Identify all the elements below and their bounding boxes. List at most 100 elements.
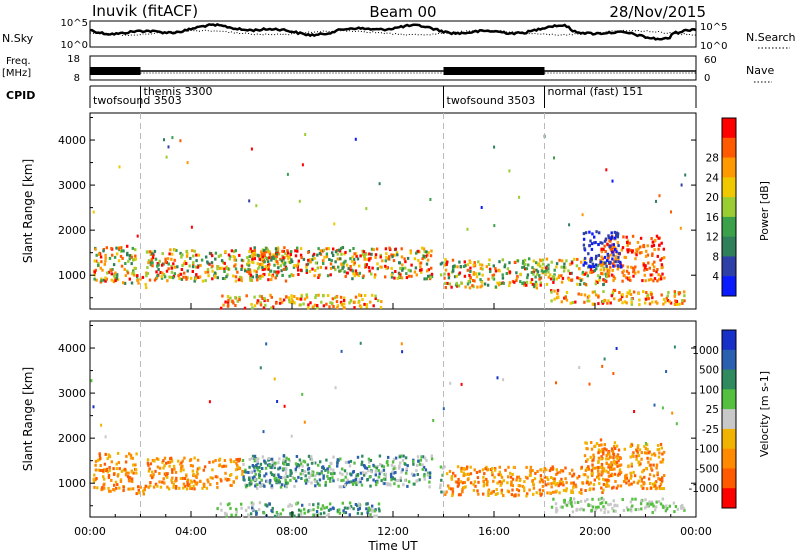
echo-cell <box>126 271 130 275</box>
echo-cell <box>108 466 111 469</box>
echo-cell <box>316 306 319 310</box>
echo-cell <box>460 281 463 285</box>
echo-cell <box>193 249 196 253</box>
echo-cell <box>170 266 173 270</box>
echo-cell <box>287 296 291 300</box>
echo-cell <box>255 458 258 462</box>
echo-cell <box>133 273 136 277</box>
echo-cell <box>615 455 618 459</box>
echo-cell <box>639 236 643 240</box>
echo-cell <box>455 281 458 285</box>
echo-cell <box>361 454 364 458</box>
echo-cell <box>254 477 257 481</box>
echo-cell <box>563 262 566 266</box>
echo-cell <box>331 251 334 255</box>
echo-cell <box>220 508 223 512</box>
echo-cell <box>284 478 287 482</box>
echo-cell <box>612 243 615 247</box>
echo-cell <box>440 478 443 482</box>
echo-cell <box>253 269 256 273</box>
echo-cell <box>626 239 629 243</box>
echo-cell <box>259 263 262 266</box>
echo-cell <box>595 293 598 297</box>
echo-cell <box>589 455 592 459</box>
echo-cell <box>354 295 358 299</box>
echo-cell <box>314 484 317 488</box>
echo-cell <box>602 247 605 251</box>
echo-cell <box>391 476 395 480</box>
echo-cell <box>242 462 245 466</box>
echo-cell <box>646 456 649 460</box>
echo-cell <box>406 484 409 488</box>
echo-cell <box>389 472 393 476</box>
colorbar-tick-label: 28 <box>706 153 719 165</box>
echo-cell <box>406 256 410 260</box>
echo-cell <box>467 473 471 477</box>
echo-cell <box>472 271 476 274</box>
echo-cell <box>599 449 602 453</box>
echo-cell <box>365 252 368 256</box>
echo-cell <box>518 479 522 482</box>
echo-cell <box>348 506 351 510</box>
echo-cell <box>252 251 255 255</box>
echo-cell <box>526 273 530 277</box>
echo-cell <box>266 479 269 483</box>
echo-cell <box>439 483 442 487</box>
echo-cell <box>116 451 120 455</box>
echo-cell <box>334 268 337 272</box>
echo-cell <box>590 270 594 274</box>
freq-band-twofsound <box>90 67 141 75</box>
echo-cell <box>131 456 134 460</box>
echo-cell <box>119 254 123 258</box>
echo-cell <box>285 481 288 485</box>
echo-cell <box>479 278 482 282</box>
echo-cell <box>650 293 653 296</box>
echo-cell <box>398 275 401 279</box>
echo-cell <box>583 256 587 260</box>
echo-cell <box>260 250 263 254</box>
echo-cell <box>421 257 424 261</box>
echo-cell <box>429 198 432 201</box>
echo-cell <box>384 472 387 476</box>
echo-cell <box>382 481 385 485</box>
echo-cell <box>270 295 273 299</box>
echo-cell <box>284 472 288 476</box>
echo-cell <box>439 465 443 469</box>
echo-cell <box>421 246 424 250</box>
echo-cell <box>166 257 170 261</box>
echo-cell <box>312 461 315 465</box>
echo-cell <box>220 479 223 483</box>
echo-cell <box>368 465 371 469</box>
echo-cell <box>607 474 611 478</box>
echo-cell <box>277 467 280 471</box>
echo-cell <box>193 487 196 491</box>
echo-cell <box>593 235 596 239</box>
echo-cell <box>234 296 237 300</box>
echo-cell <box>364 471 368 475</box>
echo-cell <box>324 480 327 484</box>
echo-cell <box>612 485 615 489</box>
echo-cell <box>496 281 499 285</box>
echo-cell <box>195 482 198 486</box>
echo-cell <box>517 475 521 479</box>
echo-cell <box>251 503 254 507</box>
echo-cell <box>228 257 231 261</box>
echo-cell <box>375 247 379 251</box>
echo-cell <box>657 500 661 504</box>
echo-cell <box>635 248 638 252</box>
echo-cell <box>336 304 340 308</box>
echo-cell <box>515 276 519 280</box>
echo-cell <box>113 488 116 492</box>
echo-cell <box>175 476 178 480</box>
echo-cell <box>634 257 637 261</box>
echo-cell <box>604 272 607 276</box>
echo-cell <box>271 274 274 278</box>
echo-cell <box>486 483 489 487</box>
echo-cell <box>120 264 124 268</box>
echo-cell <box>567 276 570 280</box>
y-tick-label: 3000 <box>58 387 86 400</box>
echo-cell <box>258 474 261 477</box>
echo-cell <box>299 462 303 466</box>
echo-cell <box>451 487 455 491</box>
echo-cell <box>185 487 189 491</box>
